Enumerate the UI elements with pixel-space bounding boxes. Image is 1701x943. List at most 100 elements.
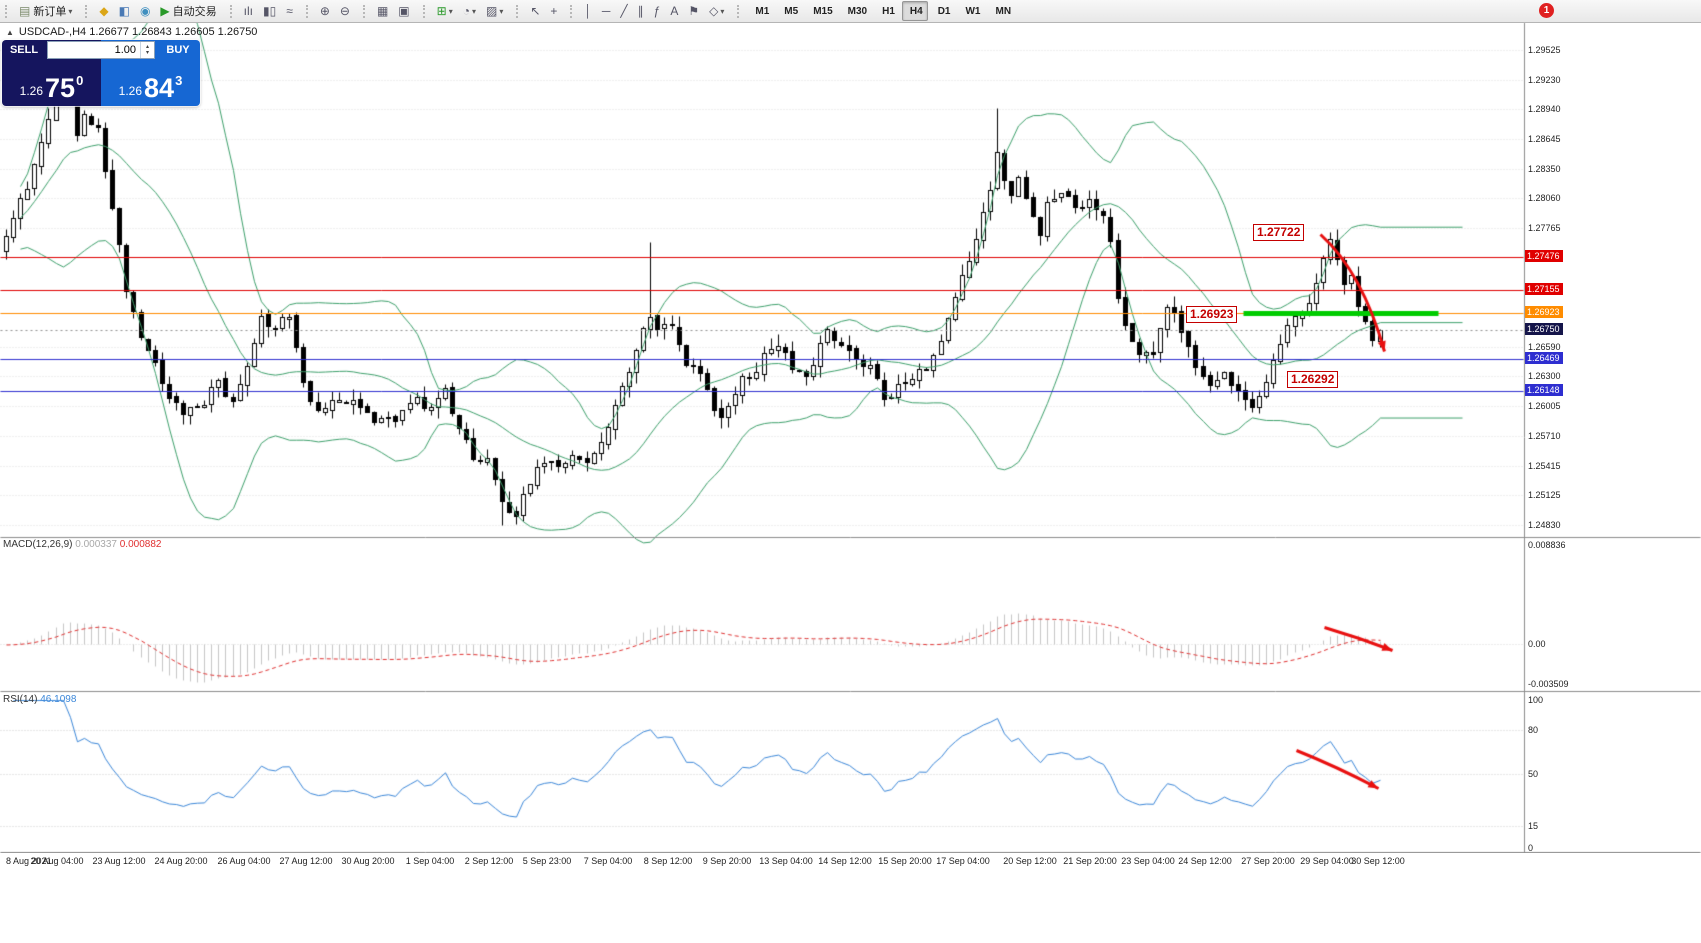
horizontal-line-icon[interactable]: ─: [598, 1, 615, 21]
toolbar-group-chart-types: ılı ▮▯ ≈: [225, 0, 301, 22]
fibonacci-icon[interactable]: ƒ: [650, 1, 665, 21]
price-note-high[interactable]: 1.27722: [1253, 224, 1305, 241]
crosshair-icon[interactable]: +: [546, 1, 561, 21]
autotrading-button[interactable]: ▶ 自动交易: [156, 1, 220, 21]
period-button-caret[interactable]: ▾: [471, 6, 476, 16]
toolbar-grip[interactable]: [362, 4, 368, 18]
market-watch-icon[interactable]: ◆: [95, 1, 112, 21]
market-watch-icon-glyph: ◆: [99, 4, 109, 18]
data-window-icon[interactable]: ◧: [115, 1, 134, 21]
toolbar-group-timeframes: M1 M5 M15 M30 H1 H4 D1 W1 MN: [732, 0, 1020, 22]
cascade-windows-icon-glyph: ▣: [398, 4, 410, 18]
rsi-axis-label: 50: [1528, 769, 1539, 779]
tf-h1-label: H1: [882, 5, 895, 17]
volume-spinner[interactable]: ▴ ▾: [140, 42, 154, 58]
price-axis-flag: 1.26469: [1525, 352, 1563, 364]
tf-h1[interactable]: H1: [874, 1, 900, 21]
text-icon[interactable]: A: [666, 1, 682, 21]
toolbar-grip[interactable]: [229, 4, 235, 18]
bars-chart-icon[interactable]: ılı: [240, 1, 257, 21]
toolbar-grip[interactable]: [516, 4, 521, 18]
price-axis-tick: 1.25125: [1528, 490, 1561, 500]
trendline-icon-glyph: ╱: [620, 4, 628, 18]
indicator-add-button-caret[interactable]: ▾: [448, 6, 453, 16]
toolbar-grip[interactable]: [422, 4, 428, 18]
chart-canvas[interactable]: [0, 22, 1701, 853]
cascade-windows-icon[interactable]: ▣: [394, 1, 413, 21]
toolbar-grip[interactable]: [570, 4, 575, 18]
tf-m15[interactable]: M15: [805, 1, 837, 21]
volume-input[interactable]: 1.00 ▴ ▾: [47, 41, 155, 59]
toolbar-grip[interactable]: [85, 4, 90, 18]
toolbar-grip[interactable]: [737, 4, 742, 18]
trendline-icon[interactable]: ╱: [616, 1, 631, 21]
toolbar: ▤ 新订单 ▾ ◆ ◧ ◉ ▶ 自动交易 ılı ▮▯ ≈ ⊕ ⊖ ▦ ▣ ⊞ ▾ ◔ ▾ ▨ ▾ ↖ + │ ─ ╱ ∥ ƒ A ⚑ ◇ ▾…: [0, 0, 1701, 23]
zoom-in-icon[interactable]: ⊕: [316, 1, 334, 21]
price-axis-tick: 1.24830: [1528, 520, 1561, 530]
tf-d1[interactable]: D1: [930, 1, 956, 21]
indicator-add-button[interactable]: ⊞ ▾: [433, 1, 457, 21]
rsi-axis-label: 15: [1528, 821, 1539, 831]
buy-price-big: 84: [144, 73, 175, 103]
tf-h4-label: H4: [909, 5, 923, 17]
volume-up-icon[interactable]: ▴: [145, 44, 149, 50]
tf-w1-label: W1: [965, 5, 981, 17]
tile-windows-icon[interactable]: ▦: [373, 1, 392, 21]
text-icon-glyph: A: [670, 4, 679, 18]
toolbar-grip[interactable]: [305, 4, 311, 18]
volume-down-icon[interactable]: ▾: [145, 50, 149, 56]
price-note-low[interactable]: 1.26292: [1287, 371, 1339, 388]
period-button[interactable]: ◔ ▾: [459, 1, 480, 21]
vertical-line-icon[interactable]: │: [580, 1, 596, 21]
chart-title-text: USDCAD-,H4 1.26677 1.26843 1.26605 1.267…: [18, 26, 258, 38]
buy-label: BUY: [166, 43, 190, 56]
line-chart-icon-glyph: ≈: [286, 4, 293, 18]
tf-m30[interactable]: M30: [840, 1, 872, 21]
tf-m1[interactable]: M1: [747, 1, 774, 21]
tf-mn[interactable]: MN: [987, 1, 1016, 21]
sell-price-prefix: 1.26: [19, 84, 44, 98]
tf-m5[interactable]: M5: [776, 1, 803, 21]
channel-icon[interactable]: ∥: [634, 1, 648, 21]
price-axis-tick: 1.28645: [1528, 134, 1561, 144]
new-order-button-caret[interactable]: ▾: [68, 6, 73, 16]
tf-m30-label: M30: [847, 5, 868, 17]
time-axis-label: 20 Sep 12:00: [1003, 856, 1057, 866]
toolbar-grip[interactable]: [5, 4, 10, 18]
cursor-icon[interactable]: ↖: [526, 1, 544, 21]
new-order-button[interactable]: ▤ 新订单 ▾: [15, 1, 76, 21]
tf-m1-label: M1: [755, 5, 770, 17]
zoom-out-icon[interactable]: ⊖: [336, 1, 354, 21]
shapes-button-caret[interactable]: ▾: [720, 6, 725, 16]
tile-windows-icon-glyph: ▦: [376, 4, 389, 18]
shapes-button[interactable]: ◇ ▾: [705, 1, 728, 21]
template-button-glyph: ▨: [485, 4, 498, 18]
price-axis-tick: 1.26590: [1528, 342, 1561, 352]
macd-axis-label: 0.008836: [1528, 540, 1566, 550]
volume-value[interactable]: 1.00: [114, 44, 136, 56]
notification-badge[interactable]: 1: [1539, 3, 1554, 18]
price-note-mid[interactable]: 1.26923: [1186, 306, 1238, 323]
candlestick-chart-icon-glyph: ▮▯: [263, 4, 277, 18]
candlestick-chart-icon[interactable]: ▮▯: [259, 1, 280, 21]
price-axis-tick: 1.28940: [1528, 104, 1561, 114]
label-icon[interactable]: ⚑: [684, 1, 703, 21]
tf-h4[interactable]: H4: [901, 1, 928, 21]
bars-chart-icon-glyph: ılı: [243, 4, 253, 18]
time-axis-label: 13 Sep 04:00: [759, 856, 813, 866]
tf-m15-label: M15: [813, 5, 833, 17]
time-axis-label: 14 Sep 12:00: [818, 856, 872, 866]
template-button[interactable]: ▨ ▾: [482, 1, 507, 21]
price-axis-tick: 1.27765: [1528, 223, 1561, 233]
rsi-axis-label: 0: [1528, 843, 1534, 853]
line-chart-icon[interactable]: ≈: [282, 1, 297, 21]
data-window-icon-glyph: ◧: [118, 4, 130, 18]
template-button-caret[interactable]: ▾: [499, 6, 504, 16]
time-axis-label: 8 Aug 2021: [6, 856, 52, 866]
tf-w1[interactable]: W1: [957, 1, 985, 21]
one-click-collapse-icon[interactable]: ▲: [6, 28, 14, 37]
macd-value-main: 0.000337: [72, 539, 117, 550]
autotrading-button-label: 自动交易: [172, 6, 217, 18]
navigator-icon[interactable]: ◉: [136, 1, 154, 21]
price-axis-tick: 1.26300: [1528, 371, 1561, 381]
